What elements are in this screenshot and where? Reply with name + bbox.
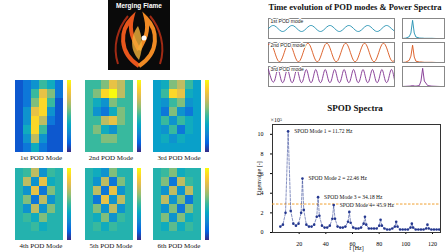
svg-text:SPOD Mode 1 = 11.72 Hz: SPOD Mode 1 = 11.72 Hz xyxy=(294,128,353,134)
svg-text:×10⁵: ×10⁵ xyxy=(271,117,282,123)
svg-text:3rd POD mode: 3rd POD mode xyxy=(271,66,305,72)
svg-text:4: 4 xyxy=(260,190,264,197)
svg-text:2nd POD mode: 2nd POD mode xyxy=(271,42,306,48)
html-text:Time evolution of POD modes &: Time evolution of POD modes & Power Spec… xyxy=(268,2,442,12)
svg-text:10: 10 xyxy=(258,131,264,137)
svg-text:Merging Flame: Merging Flame xyxy=(116,2,162,10)
html-text:3rd POD Mode: 3rd POD Mode xyxy=(157,154,201,162)
svg-text:0: 0 xyxy=(261,229,264,235)
html-text:4th POD Mode: 4th POD Mode xyxy=(19,242,63,250)
svg-text:2: 2 xyxy=(261,210,264,216)
html-text:2nd POD Mode: 2nd POD Mode xyxy=(88,154,134,162)
html-text:1st POD Mode: 1st POD Mode xyxy=(20,154,62,162)
svg-text:f [Hz]: f [Hz] xyxy=(349,245,364,252)
svg-text:6: 6 xyxy=(260,170,264,177)
svg-text:Eigenvalue [-]: Eigenvalue [-] xyxy=(256,161,263,195)
html-text:SPOD Spectra: SPOD Spectra xyxy=(327,103,383,113)
svg-text:SPOD Mode 2 = 22.46 Hz: SPOD Mode 2 = 22.46 Hz xyxy=(308,175,367,181)
svg-text:SPOD Mode 3 = 34.18 Hz: SPOD Mode 3 = 34.18 Hz xyxy=(324,194,383,200)
svg-text:8: 8 xyxy=(261,151,264,157)
svg-text:SPOD Mode 4= 45.9 Hz: SPOD Mode 4= 45.9 Hz xyxy=(340,202,395,208)
svg-text:120: 120 xyxy=(428,241,437,247)
svg-text:80: 80 xyxy=(376,241,382,247)
svg-text:20: 20 xyxy=(296,241,302,247)
html-text:5th POD Mode: 5th POD Mode xyxy=(89,242,133,250)
svg-text:1st POD mode: 1st POD mode xyxy=(271,18,304,24)
svg-text:100: 100 xyxy=(401,241,410,247)
html-text:6th POD Mode: 6th POD Mode xyxy=(157,242,201,250)
svg-text:40: 40 xyxy=(323,241,329,247)
